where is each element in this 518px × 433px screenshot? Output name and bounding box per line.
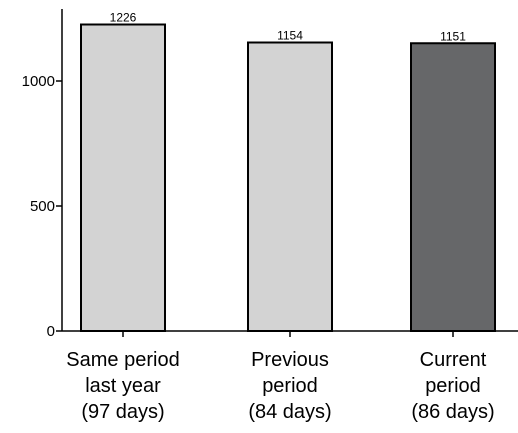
y-tick-label-1: 500 — [30, 198, 55, 215]
x-tick-label-2: Current period (86 days) — [411, 349, 494, 423]
data-label-2: 1151 — [440, 29, 466, 43]
x-tick-label-1: Previous period (84 days) — [248, 349, 331, 423]
data-label-1: 1154 — [277, 29, 303, 43]
bars-group: 1226 1154 1151 — [80, 11, 496, 332]
x-tick-label-0: Same period last year (97 days) — [66, 349, 179, 423]
bar-0 — [80, 23, 166, 332]
y-tick-label-2: 1000 — [22, 73, 55, 90]
bar-2 — [410, 42, 496, 332]
bar-1 — [247, 41, 333, 332]
y-tick-label-0: 0 — [47, 323, 55, 340]
x-axis: Same period last year (97 days) Previous per… — [62, 330, 518, 423]
y-axis: 0 500 1000 — [22, 9, 63, 340]
data-label-0: 1226 — [110, 11, 137, 25]
